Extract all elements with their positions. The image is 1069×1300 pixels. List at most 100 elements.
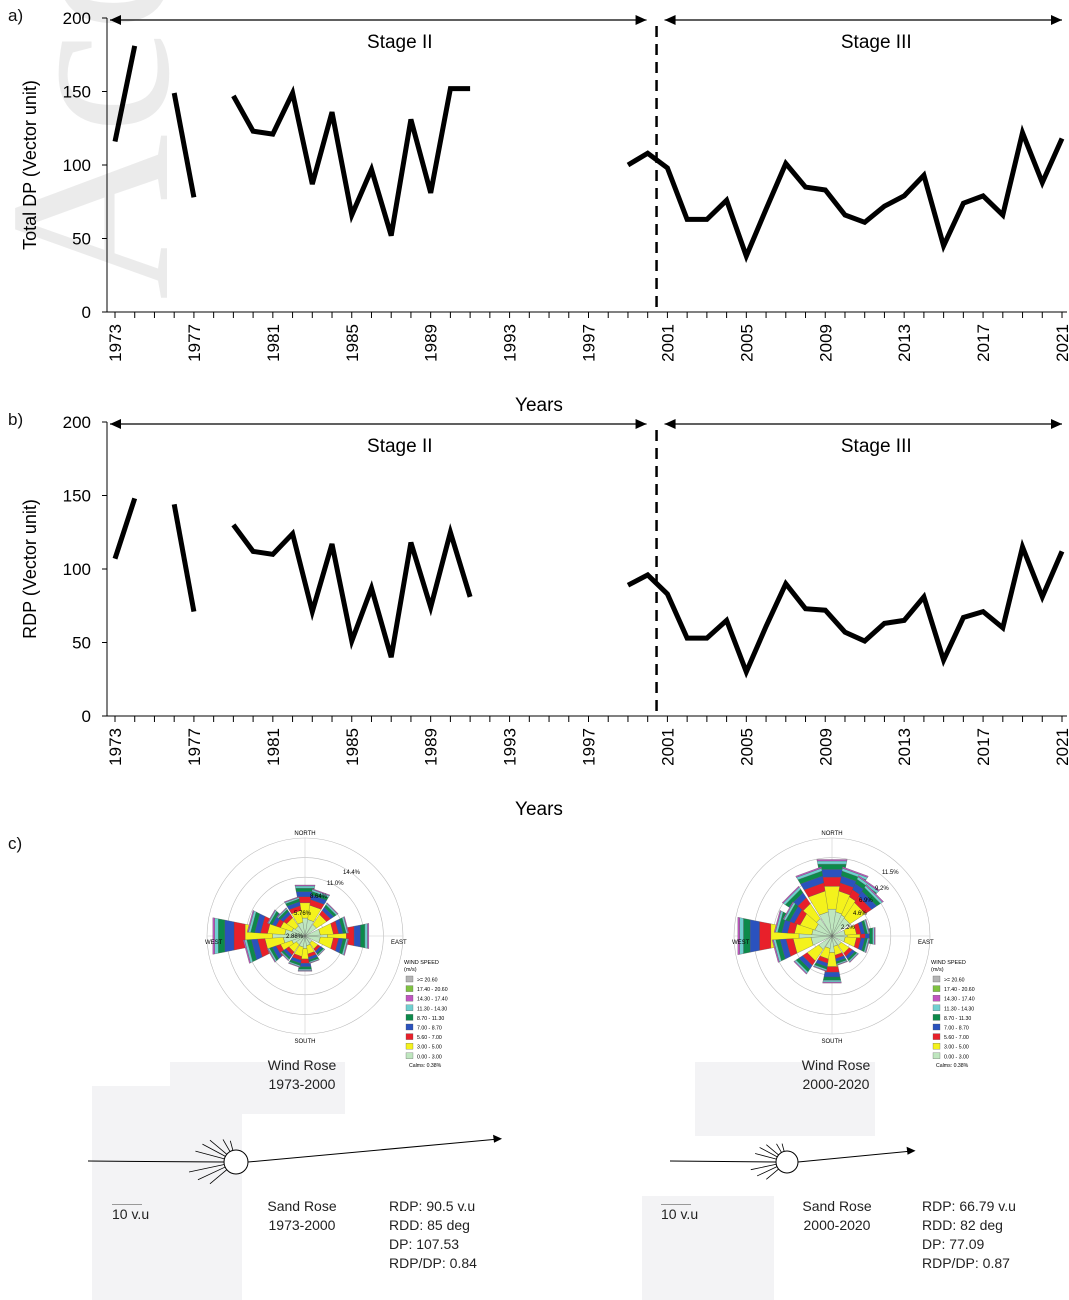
rose-east-label: EAST — [391, 940, 407, 946]
y-tick-label: 150 — [63, 487, 91, 506]
caption-line-1: Sand Rose — [267, 1198, 337, 1214]
sand-rose-left-scale: 10 v.u — [112, 1204, 149, 1222]
rose-petal — [857, 875, 880, 892]
stage-ii-arrow-head — [110, 15, 121, 25]
legend-swatch — [405, 1052, 414, 1059]
legend-swatch — [932, 975, 941, 983]
rose-petal — [343, 916, 350, 934]
legend-label: 0.00 - 3.00 — [417, 1054, 442, 1060]
legend-swatch — [932, 985, 941, 992]
rose-north-label: NORTH — [821, 831, 842, 837]
stage-ii-label: Stage II — [367, 32, 433, 53]
legend-swatch — [932, 1023, 941, 1031]
legend-swatch — [932, 995, 941, 1002]
x-tick-label: 2021 — [1053, 728, 1069, 766]
rose-petal — [297, 969, 313, 971]
stage-ii-label: Stage II — [367, 436, 433, 457]
rose-petal — [233, 921, 246, 951]
sand-rose-spoke — [209, 1139, 228, 1155]
legend-swatch — [405, 1043, 414, 1050]
x-tick-label: 1993 — [501, 728, 520, 766]
rose-west-label: WEST — [732, 940, 750, 946]
legend-swatch — [405, 1004, 414, 1011]
rose-petal — [214, 917, 219, 955]
sand-rose-spoke — [766, 1168, 779, 1180]
rose-ring-label: 11.0% — [327, 881, 344, 887]
sand-rose-spoke — [766, 1144, 779, 1156]
rose-petal — [283, 896, 300, 903]
sand-rose-spoke — [755, 1153, 777, 1160]
x-tick-label: 2021 — [1053, 324, 1069, 362]
wind-rose-2000-2020: NORTH SOUTH EAST WEST 2.2% 4.6% 6.9%9.2% 11.5% W… — [732, 831, 975, 1069]
legend-label: 17.40 - 20.60 — [944, 987, 975, 993]
rose-ring-label: 2.2% — [841, 925, 855, 931]
scale-label: 10 v.u — [661, 1206, 699, 1222]
legend-label: 11.30 - 14.30 — [944, 1006, 974, 1012]
rose-petal — [353, 924, 361, 948]
legend-label: 14.30 - 17.40 — [417, 997, 448, 1003]
caption-line-2: 1973-2000 — [268, 1217, 336, 1233]
rose-petal — [294, 885, 316, 889]
x-tick-label: 2013 — [895, 728, 914, 766]
series-line-segment — [231, 523, 473, 658]
rose-petal — [749, 919, 760, 953]
rose-petal — [872, 927, 875, 945]
legend-swatch — [932, 1052, 941, 1059]
stat-rdp: RDP: 90.5 v.u — [389, 1198, 476, 1214]
rose-petal — [297, 970, 313, 972]
chart-rdp: 0 50 100 150 200 1973 1977 1981 1985 1989 1993 1997… — [20, 413, 1069, 820]
panel-a-label: a) — [8, 6, 24, 25]
rose-petal — [242, 939, 251, 964]
x-tick-label: 2017 — [974, 324, 993, 362]
legend-swatch — [405, 975, 414, 983]
rose-ring-label: 11.5% — [882, 870, 899, 876]
stage-iii-arrow-head — [1051, 15, 1062, 25]
sand-rose-right-scale: 10 v.u — [661, 1204, 698, 1222]
x-tick-label: 2013 — [895, 324, 914, 362]
sand-rose-spoke — [756, 1166, 778, 1177]
legend-swatch — [932, 1014, 941, 1021]
sand-rose-spoke — [759, 1147, 778, 1158]
caption-line-2: 1973-2000 — [268, 1076, 336, 1092]
stage-iii-arrow-head — [664, 419, 676, 429]
rose-petal — [266, 948, 276, 963]
rose-petal — [813, 966, 827, 972]
caption-line-2: 2000-2020 — [803, 1217, 871, 1233]
legend-unit: (m/s) — [931, 967, 944, 973]
rose-petal — [266, 909, 276, 924]
rose-petal — [326, 902, 339, 915]
rose-petal — [823, 972, 841, 978]
sand-rose-tail — [670, 1160, 777, 1163]
y-tick-label: 50 — [72, 230, 91, 249]
shade-box — [92, 1086, 242, 1300]
y-tick-label: 100 — [63, 560, 91, 579]
stat-ratio: RDP/DP: 0.87 — [922, 1255, 1010, 1271]
legend-swatch — [932, 1033, 941, 1040]
y-axis-label: Total DP (Vector unit) — [20, 80, 40, 250]
rose-petal — [782, 901, 794, 920]
rose-east-label: EAST — [918, 940, 934, 946]
caption-line-1: Wind Rose — [267, 1057, 337, 1073]
rose-north-label: NORTH — [294, 831, 315, 837]
shade-box — [695, 1062, 875, 1136]
x-tick-label: 1981 — [264, 728, 283, 766]
rose-petal — [288, 962, 301, 968]
rose-petal — [279, 952, 289, 962]
sand-rose-1973-2000 — [88, 1134, 503, 1185]
sand-rose-right-stats: RDP: 66.79 v.u RDD: 82 deg DP: 77.09 RDP… — [922, 1197, 1016, 1273]
rose-petal — [817, 863, 847, 870]
caption-line-1: Sand Rose — [802, 1198, 872, 1214]
rose-petal — [343, 938, 350, 956]
rose-south-label: SOUTH — [822, 1039, 843, 1045]
scale-label: 10 v.u — [112, 1206, 150, 1222]
legend-title: WIND SPEED — [931, 960, 966, 966]
rose-petal — [781, 885, 800, 904]
rose-petal — [822, 981, 842, 984]
stage-iii-arrow-head — [664, 15, 676, 25]
rose-petal — [816, 860, 848, 865]
stat-dp: DP: 107.53 — [389, 1236, 460, 1252]
x-tick-label: 1997 — [580, 728, 599, 766]
sand-rose-right-caption: Sand Rose 2000-2020 — [777, 1197, 897, 1235]
x-axis-label: Years — [515, 395, 563, 416]
rose-petal — [276, 907, 287, 918]
